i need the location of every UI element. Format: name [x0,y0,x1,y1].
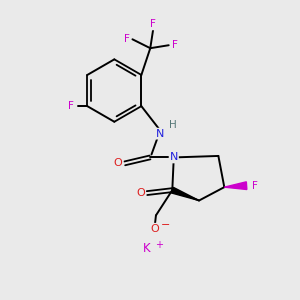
Text: O: O [114,158,123,168]
Text: F: F [150,20,156,29]
Polygon shape [224,182,247,190]
Text: N: N [156,129,165,139]
Text: F: F [172,40,178,50]
Text: K: K [143,242,151,255]
Text: N: N [169,152,178,162]
Text: +: + [155,239,163,250]
Polygon shape [171,188,199,200]
Text: F: F [68,101,74,111]
Text: −: − [161,220,170,230]
Text: O: O [150,224,159,234]
Text: O: O [136,188,145,198]
Text: F: F [252,181,258,191]
Text: F: F [124,34,129,44]
Text: H: H [169,120,177,130]
